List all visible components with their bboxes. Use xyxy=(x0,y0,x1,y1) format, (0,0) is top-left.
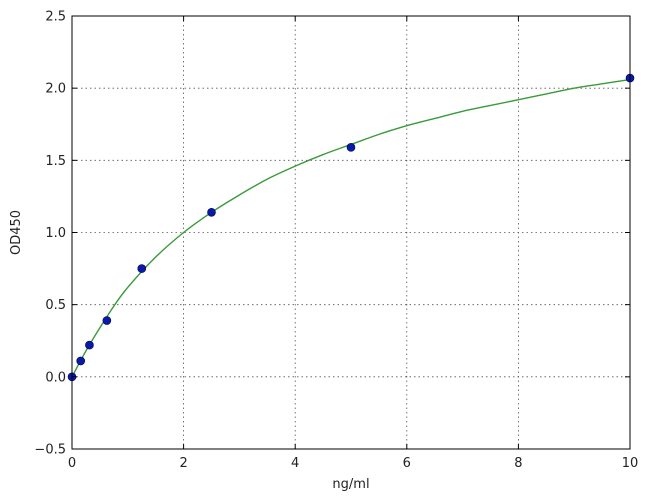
x-tick-label: 0 xyxy=(68,456,76,471)
y-tick-label: 0.5 xyxy=(45,298,66,313)
y-axis-label: OD450 xyxy=(9,210,24,255)
fit-curve xyxy=(71,78,631,378)
x-axis-label: ng/ml xyxy=(332,477,369,492)
x-tick-label: 2 xyxy=(179,456,187,471)
y-tick-label: 1.0 xyxy=(45,226,66,241)
y-axis-ticks: −0.5 0.0 0.5 1.0 1.5 2.0 2.5 xyxy=(34,10,630,458)
x-tick-label: 10 xyxy=(622,456,639,471)
grid xyxy=(71,15,631,450)
y-tick-label: 2.0 xyxy=(45,82,66,97)
data-point xyxy=(102,316,112,325)
data-point xyxy=(207,207,216,217)
x-tick-label: 8 xyxy=(514,456,522,471)
x-tick-label: 6 xyxy=(403,456,411,471)
x-axis-ticks: 0 2 4 6 8 10 xyxy=(68,16,638,471)
y-tick-label: −0.5 xyxy=(34,443,66,458)
data-point xyxy=(85,340,94,350)
y-tick-label: 0.0 xyxy=(45,370,66,385)
data-points-layer xyxy=(67,73,635,382)
data-point xyxy=(137,264,147,273)
y-tick-label: 2.5 xyxy=(45,10,66,25)
data-point xyxy=(346,143,356,152)
data-point xyxy=(76,356,86,366)
fit-curve-layer xyxy=(71,78,631,378)
y-tick-label: 1.5 xyxy=(45,154,66,169)
x-tick-label: 4 xyxy=(291,456,299,471)
